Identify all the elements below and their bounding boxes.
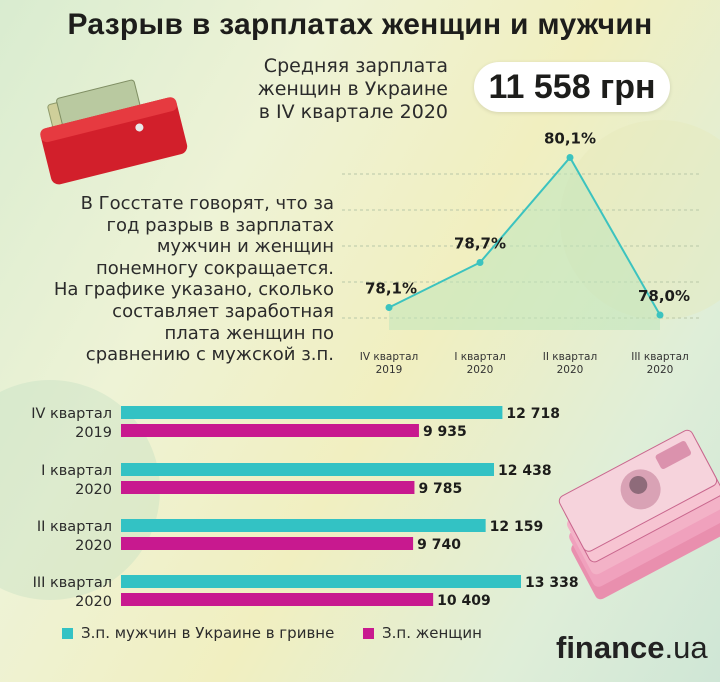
bar bbox=[121, 463, 495, 476]
legend-label-women: З.п. женщин bbox=[382, 624, 482, 642]
average-salary-badge: 11 558 грн bbox=[474, 62, 670, 112]
line-point bbox=[476, 259, 484, 266]
bar bbox=[121, 406, 503, 419]
bar-data-label: 9 785 bbox=[418, 481, 462, 497]
bar-data-label: 13 338 bbox=[525, 575, 579, 591]
line-area bbox=[389, 157, 660, 330]
bar-category-label: I квартал bbox=[41, 463, 112, 479]
bar-category-label: 2020 bbox=[75, 538, 112, 554]
line-point bbox=[385, 304, 393, 311]
description-line: плата женщин по bbox=[164, 322, 334, 344]
description-line: сравнению с мужской з.п. bbox=[85, 344, 334, 366]
description-line: год разрыв в зарплатах bbox=[106, 214, 334, 236]
line-data-label: 78,0% bbox=[638, 287, 690, 305]
bar-category-label: 2020 bbox=[75, 482, 112, 498]
bar-category-label: II квартал bbox=[37, 519, 112, 535]
description-line: составляет заработная bbox=[112, 300, 334, 322]
x-tick-label: II квартал bbox=[543, 351, 597, 363]
bar-category-label: IV квартал bbox=[31, 406, 112, 422]
line-series bbox=[388, 155, 661, 316]
bar-data-label: 12 159 bbox=[490, 519, 544, 535]
legend-item-men: З.п. мужчин в Украине в гривне bbox=[62, 624, 334, 642]
bar-data-label: 10 409 bbox=[437, 593, 491, 609]
description-line: В Госстате говорят, что за bbox=[80, 193, 334, 214]
bar-data-label: 12 438 bbox=[498, 463, 552, 479]
legend-label-men: З.п. мужчин в Украине в гривне bbox=[81, 624, 335, 642]
bar bbox=[121, 593, 434, 606]
bar-data-label: 9 740 bbox=[417, 537, 461, 553]
bar bbox=[121, 519, 486, 532]
bar-data-label: 9 935 bbox=[423, 424, 467, 440]
bar-category-label: 2019 bbox=[75, 425, 112, 441]
bar-data-label: 12 718 bbox=[506, 406, 560, 422]
line-data-label: 78,1% bbox=[365, 280, 417, 298]
brand-tld: .ua bbox=[664, 630, 708, 665]
x-tick-label: IV квартал bbox=[360, 351, 419, 363]
brand-logo: finance.ua bbox=[556, 630, 708, 666]
description-line: понемногу сокращается. bbox=[95, 257, 334, 279]
legend-item-women: З.п. женщин bbox=[363, 624, 482, 642]
bar bbox=[121, 575, 521, 588]
x-tick-label: III квартал bbox=[631, 351, 689, 363]
description-line: мужчин и женщин bbox=[156, 236, 334, 258]
line-data-label: 80,1% bbox=[544, 130, 596, 148]
average-label-line: в IV квартале 2020 bbox=[258, 101, 448, 123]
average-label-line: Средняя зарплата bbox=[263, 55, 448, 77]
bar bbox=[121, 424, 419, 437]
x-tick-label: 2020 bbox=[467, 364, 494, 376]
x-tick-label: 2020 bbox=[647, 364, 674, 376]
description-line: На графике указано, сколько bbox=[53, 279, 334, 301]
bar bbox=[121, 481, 415, 494]
brand-name: finance bbox=[556, 630, 665, 665]
line-point bbox=[656, 311, 664, 319]
bar bbox=[121, 537, 414, 550]
bar-category-label: III квартал bbox=[33, 575, 112, 591]
legend-swatch-women bbox=[363, 627, 374, 639]
line-data-label: 78,7% bbox=[454, 235, 506, 253]
x-tick-label: 2019 bbox=[376, 364, 403, 376]
bar-category-label: 2020 bbox=[75, 594, 112, 610]
legend-swatch-men bbox=[62, 627, 73, 639]
average-label-line: женщин в Украине bbox=[257, 78, 448, 100]
x-tick-label: I квартал bbox=[454, 351, 505, 363]
page-title: Разрыв в зарплатах женщин и мужчин bbox=[67, 8, 653, 41]
description-text: В Госстате говорят, что за год разрыв в … bbox=[10, 193, 334, 366]
average-salary-label: Средняя зарплата женщин в Украине в IV к… bbox=[188, 55, 448, 124]
line-point bbox=[566, 154, 574, 161]
x-tick-label: 2020 bbox=[557, 364, 584, 376]
